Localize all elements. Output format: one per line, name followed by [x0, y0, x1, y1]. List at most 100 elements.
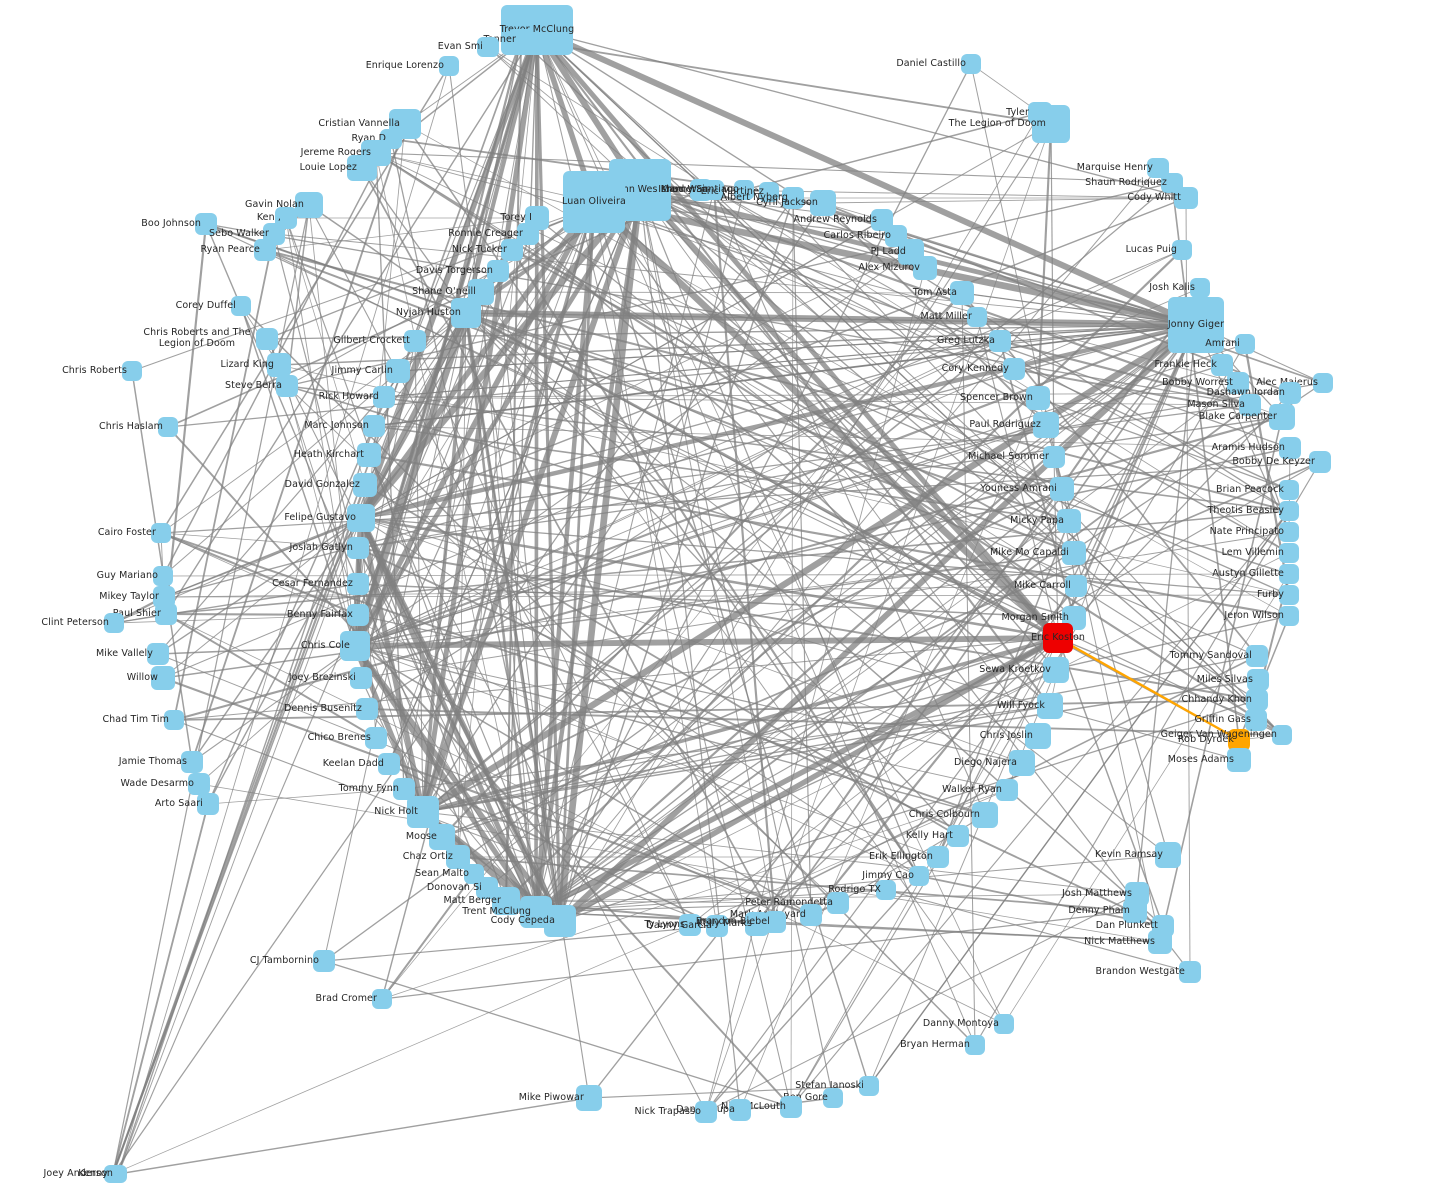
graph-node[interactable] [439, 56, 459, 76]
graph-node[interactable] [563, 171, 625, 233]
graph-node[interactable] [965, 1035, 985, 1055]
graph-node[interactable] [1057, 509, 1081, 533]
graph-node[interactable] [404, 330, 426, 352]
graph-node[interactable] [1123, 899, 1147, 923]
graph-node[interactable] [340, 631, 370, 661]
graph-node[interactable] [1279, 522, 1299, 542]
graph-node[interactable] [104, 613, 124, 633]
graph-node[interactable] [195, 213, 217, 235]
graph-node[interactable] [1279, 382, 1301, 404]
graph-node[interactable] [1033, 412, 1059, 438]
graph-node[interactable] [373, 386, 395, 408]
graph-node[interactable] [1025, 723, 1051, 749]
graph-node[interactable] [1009, 750, 1035, 776]
graph-node[interactable] [1239, 394, 1261, 416]
graph-node[interactable] [913, 256, 937, 280]
graph-node[interactable] [188, 773, 210, 795]
graph-node[interactable] [1155, 842, 1181, 868]
graph-node[interactable] [1228, 729, 1250, 751]
graph-node[interactable] [827, 892, 849, 914]
graph-node[interactable] [492, 887, 520, 915]
graph-node[interactable] [950, 281, 974, 305]
graph-node[interactable] [347, 537, 369, 559]
graph-node[interactable] [357, 443, 381, 467]
graph-node[interactable] [1168, 297, 1224, 353]
graph-node[interactable] [1313, 373, 1333, 393]
graph-node[interactable] [1246, 689, 1268, 711]
graph-node[interactable] [1179, 961, 1201, 983]
graph-node[interactable] [356, 698, 378, 720]
graph-node[interactable] [158, 417, 178, 437]
graph-node[interactable] [501, 239, 523, 261]
graph-node[interactable] [386, 359, 410, 383]
graph-node[interactable] [1037, 693, 1063, 719]
graph-node[interactable] [393, 778, 415, 800]
graph-node[interactable] [487, 260, 509, 282]
graph-node[interactable] [1043, 657, 1069, 683]
graph-node[interactable] [1211, 354, 1233, 376]
graph-node[interactable] [1043, 446, 1065, 468]
graph-node[interactable] [994, 1014, 1014, 1034]
graph-node[interactable] [782, 187, 804, 209]
graph-node[interactable] [1269, 404, 1295, 430]
graph-node[interactable] [153, 566, 173, 586]
graph-node[interactable] [810, 190, 836, 216]
graph-node[interactable] [350, 667, 372, 689]
graph-node[interactable] [197, 793, 219, 815]
graph-node[interactable] [155, 603, 177, 625]
graph-node[interactable] [1235, 334, 1255, 354]
graph-node[interactable] [365, 727, 387, 749]
graph-node[interactable] [989, 330, 1011, 352]
graph-node[interactable] [704, 180, 724, 200]
graph-node[interactable] [477, 37, 499, 57]
graph-node[interactable] [1246, 645, 1268, 667]
graph-node[interactable] [276, 375, 298, 397]
graph-node[interactable] [734, 180, 754, 200]
graph-node[interactable] [1190, 278, 1210, 298]
graph-node[interactable] [1174, 187, 1198, 209]
graph-node[interactable] [1279, 480, 1299, 500]
graph-node[interactable] [1245, 709, 1267, 731]
graph-node[interactable] [909, 866, 929, 886]
graph-node[interactable] [800, 904, 822, 926]
graph-node[interactable] [695, 1101, 717, 1123]
graph-node[interactable] [256, 328, 278, 350]
graph-node[interactable] [407, 796, 439, 828]
graph-node[interactable] [947, 825, 969, 847]
graph-node[interactable] [181, 751, 203, 773]
graph-node[interactable] [109, 1165, 127, 1183]
graph-node[interactable] [679, 914, 701, 936]
graph-node[interactable] [1279, 501, 1299, 521]
graph-node[interactable] [1043, 623, 1073, 653]
graph-node[interactable] [1003, 358, 1025, 380]
graph-node[interactable] [706, 915, 728, 937]
graph-node[interactable] [780, 1096, 802, 1118]
graph-node[interactable] [347, 155, 377, 181]
graph-node[interactable] [859, 1076, 879, 1096]
graph-node[interactable] [764, 911, 786, 933]
graph-node[interactable] [147, 643, 169, 665]
graph-node[interactable] [378, 753, 400, 775]
graph-node[interactable] [729, 1099, 751, 1121]
graph-node[interactable] [164, 710, 184, 730]
graph-node[interactable] [363, 415, 385, 437]
graph-node[interactable] [295, 192, 323, 218]
graph-node[interactable] [1309, 451, 1331, 473]
graph-node[interactable] [1227, 748, 1251, 772]
graph-node[interactable] [1172, 240, 1192, 260]
graph-node[interactable] [927, 846, 949, 868]
graph-node[interactable] [1026, 386, 1050, 410]
graph-node[interactable] [267, 353, 291, 377]
graph-node[interactable] [544, 905, 576, 937]
graph-node[interactable] [347, 604, 369, 626]
graph-node[interactable] [1279, 437, 1301, 459]
graph-node[interactable] [1065, 575, 1087, 597]
graph-node[interactable] [576, 1085, 602, 1111]
graph-node[interactable] [231, 296, 251, 316]
graph-node[interactable] [759, 182, 779, 202]
graph-node[interactable] [254, 239, 276, 261]
graph-node[interactable] [967, 307, 987, 327]
graph-node[interactable] [1032, 105, 1070, 143]
